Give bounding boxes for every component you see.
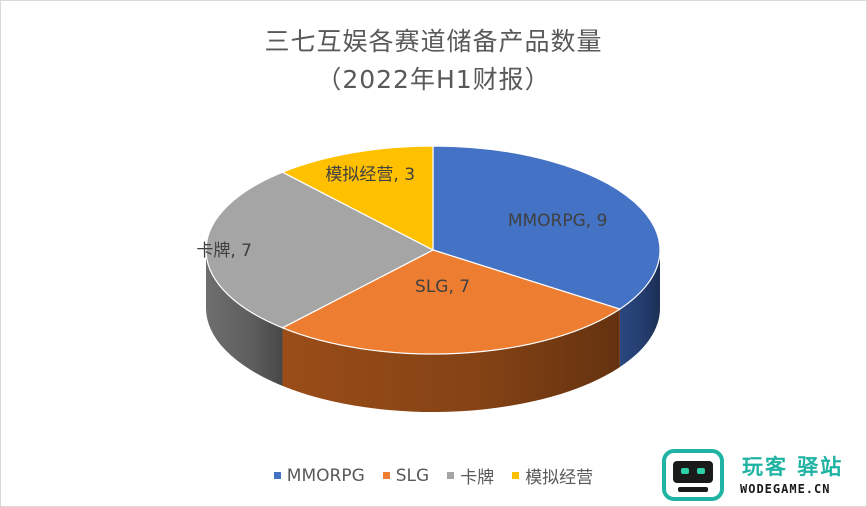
pie-tops bbox=[205, 145, 661, 355]
chart-subtitle: （2022年H1财报） bbox=[316, 65, 551, 94]
watermark-logo: 玩客 驿站 WODEGAME.CN bbox=[662, 449, 862, 501]
legend-item-卡牌: 卡牌 bbox=[447, 463, 494, 488]
data-label-模拟经营: 模拟经营, 3 bbox=[325, 165, 415, 185]
pie-labels: MMORPG, 9 SLG, 7 卡牌, 7 模拟经营, 3 bbox=[196, 165, 607, 297]
legend-label: SLG bbox=[395, 465, 430, 486]
logo-domain: WODEGAME.CN bbox=[740, 482, 831, 496]
pie-slice-MMORPG bbox=[432, 145, 661, 310]
pie-side-shade-0 bbox=[619, 250, 660, 368]
logo-name: 玩客 驿站 bbox=[742, 455, 844, 479]
pie-slice-卡牌 bbox=[205, 171, 435, 329]
legend-swatch bbox=[512, 472, 520, 479]
pie-slice-SLG bbox=[281, 249, 622, 355]
legend-swatch bbox=[273, 472, 281, 479]
logo-badge-icon bbox=[662, 449, 724, 501]
legend-swatch bbox=[382, 472, 390, 479]
data-label-SLG: SLG, 7 bbox=[415, 277, 470, 297]
legend: MMORPG SLG 卡牌 模拟经营 bbox=[0, 463, 867, 488]
data-label-卡牌: 卡牌, 7 bbox=[196, 241, 252, 261]
legend-item-MMORPG: MMORPG bbox=[273, 463, 365, 488]
legend-item-模拟经营: 模拟经营 bbox=[512, 463, 593, 488]
pie-slice-模拟经营 bbox=[281, 145, 434, 251]
legend-label: 模拟经营 bbox=[525, 468, 594, 488]
pie-sides bbox=[206, 250, 660, 412]
pie-side-shade-1 bbox=[282, 309, 620, 412]
legend-swatch bbox=[447, 472, 455, 479]
chart-title: 三七互娱各赛道储备产品数量 bbox=[264, 27, 603, 56]
pie-side-shade-2 bbox=[206, 250, 283, 386]
legend-label: 卡牌 bbox=[460, 468, 495, 488]
data-label-MMORPG: MMORPG, 9 bbox=[508, 211, 608, 231]
legend-label: MMORPG bbox=[286, 465, 365, 486]
legend-item-SLG: SLG bbox=[382, 463, 430, 488]
